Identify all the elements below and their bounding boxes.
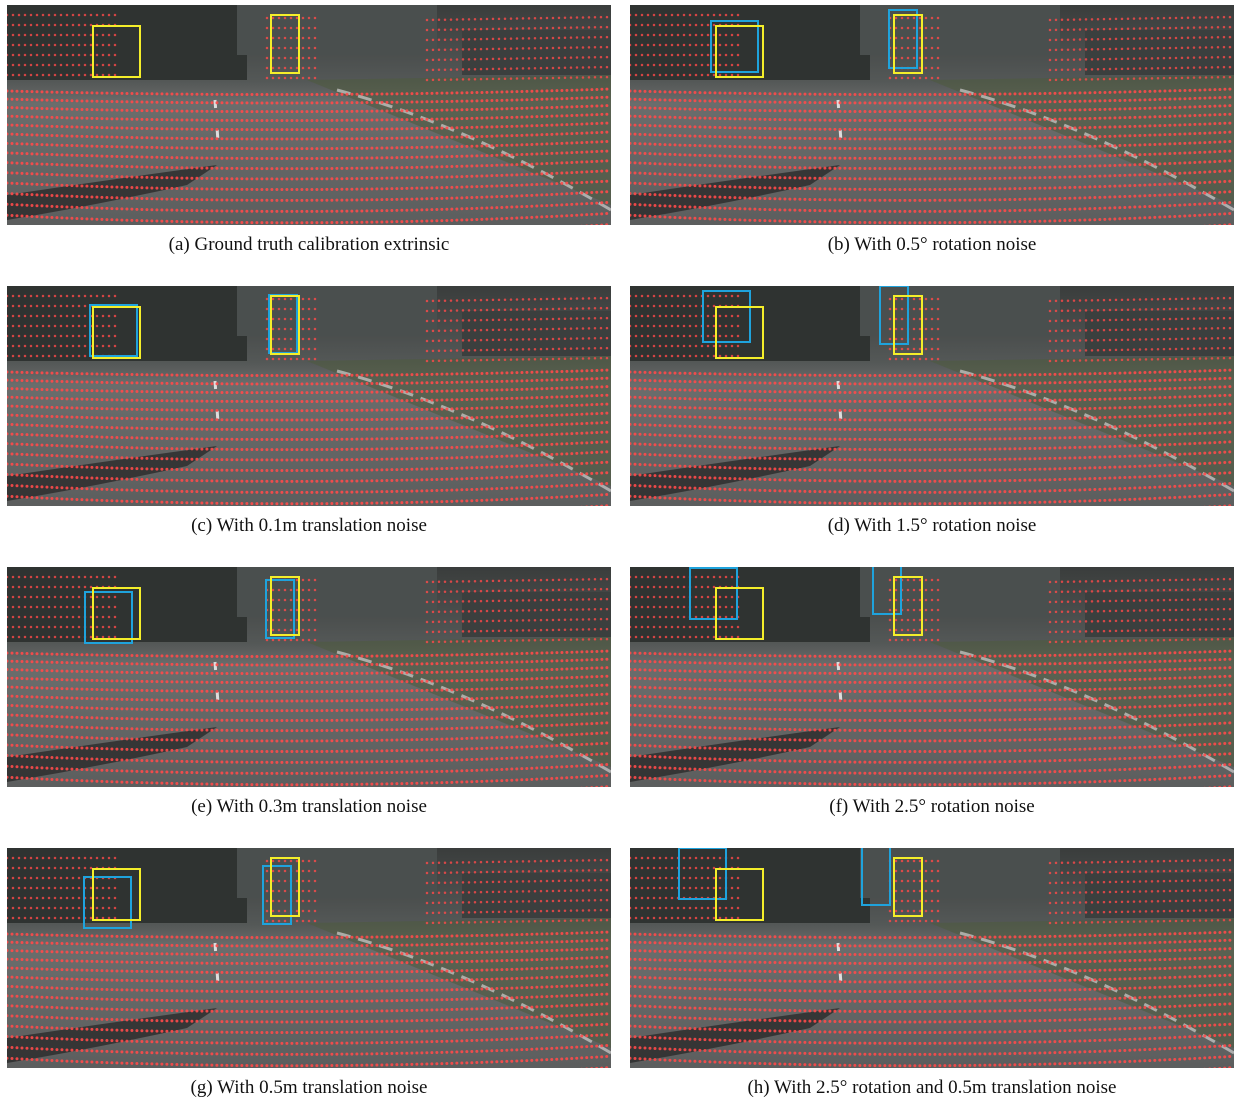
- panel: (f) With 2.5° rotation noise: [630, 567, 1234, 818]
- camera-image: [7, 5, 611, 225]
- caption: (f) With 2.5° rotation noise: [630, 796, 1234, 818]
- camera-image: [7, 567, 611, 787]
- caption: (c) With 0.1m translation noise: [7, 515, 611, 537]
- panel: (g) With 0.5m translation noise: [7, 848, 611, 1099]
- panel: (c) With 0.1m translation noise: [7, 286, 611, 537]
- caption: (h) With 2.5° rotation and 0.5m translat…: [630, 1077, 1234, 1099]
- panel: (a) Ground truth calibration extrinsic: [7, 5, 611, 256]
- camera-image: [630, 286, 1234, 506]
- caption: (e) With 0.3m translation noise: [7, 796, 611, 818]
- camera-image: [630, 848, 1234, 1068]
- figure: {"panels": [ {"caption": "(a) Ground tru…: [0, 0, 1238, 1100]
- camera-image: [630, 567, 1234, 787]
- caption: (a) Ground truth calibration extrinsic: [7, 234, 611, 256]
- panel: (d) With 1.5° rotation noise: [630, 286, 1234, 537]
- camera-image: [630, 5, 1234, 225]
- panel: (b) With 0.5° rotation noise: [630, 5, 1234, 256]
- caption: (g) With 0.5m translation noise: [7, 1077, 611, 1099]
- panel: (e) With 0.3m translation noise: [7, 567, 611, 818]
- panel: (h) With 2.5° rotation and 0.5m translat…: [630, 848, 1234, 1099]
- caption: (d) With 1.5° rotation noise: [630, 515, 1234, 537]
- caption: (b) With 0.5° rotation noise: [630, 234, 1234, 256]
- camera-image: [7, 848, 611, 1068]
- camera-image: [7, 286, 611, 506]
